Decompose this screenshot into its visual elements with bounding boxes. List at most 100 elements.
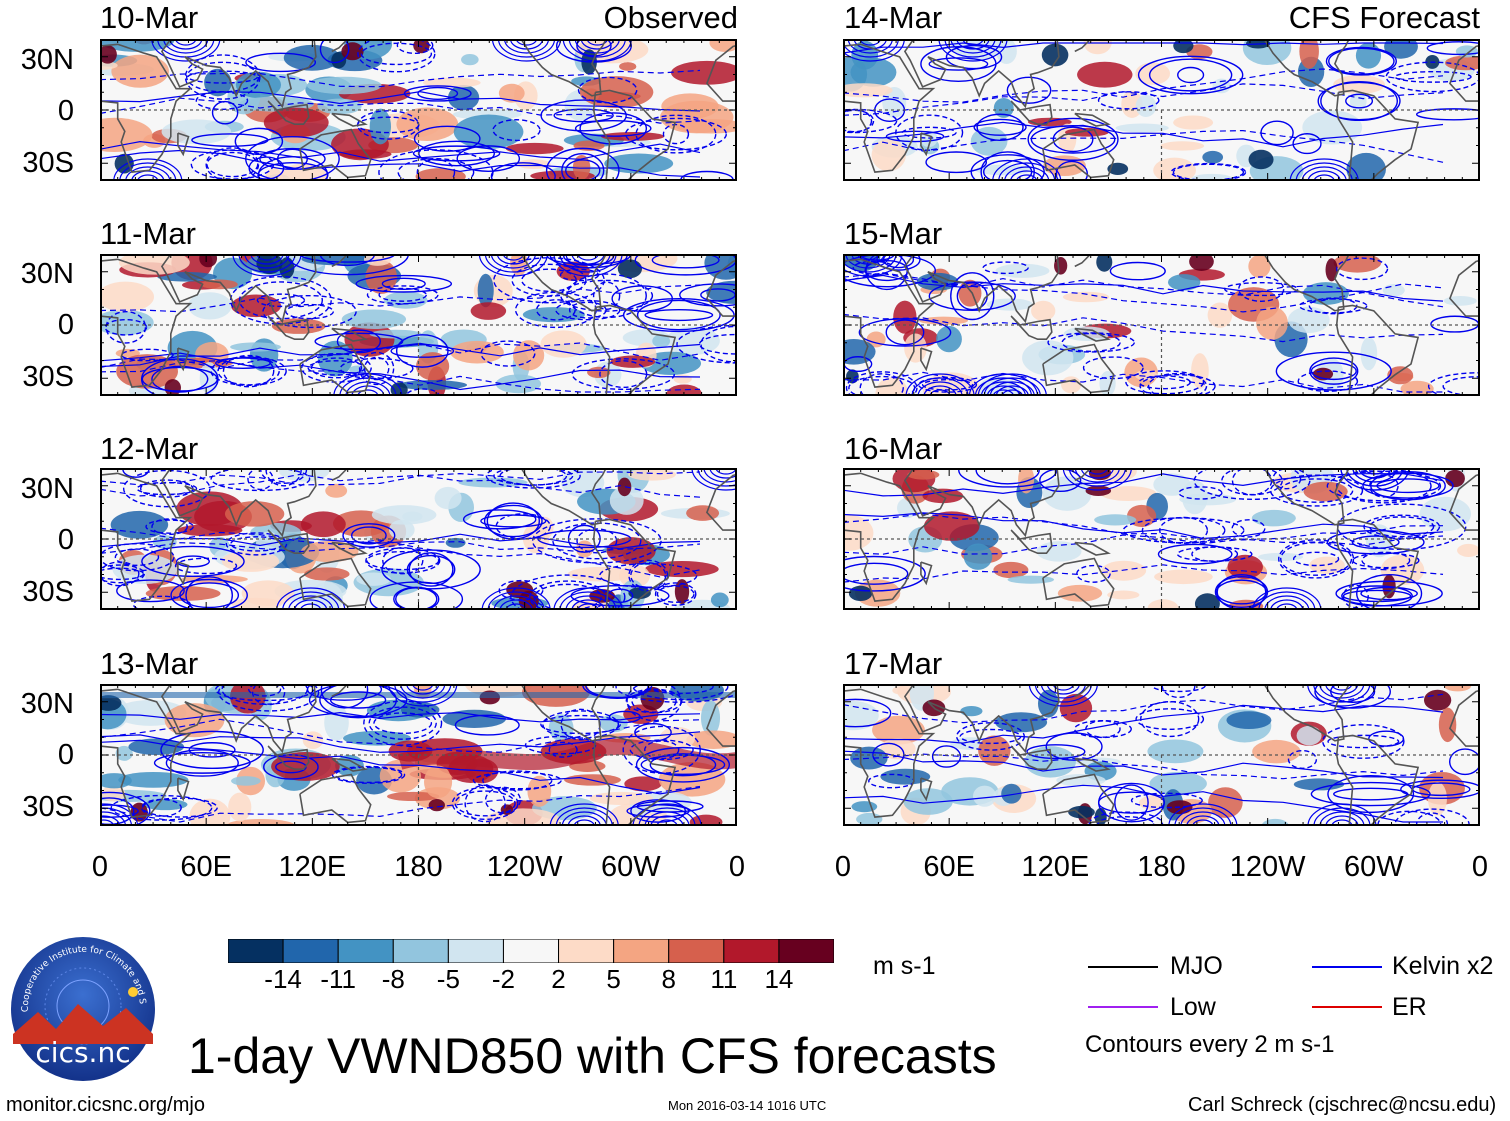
kelvin-contour <box>1097 91 1160 110</box>
kelvin-contour <box>493 595 539 610</box>
anomaly-core <box>1248 149 1274 170</box>
colorbar-swatch <box>613 939 670 963</box>
anomaly-shade <box>619 564 650 588</box>
anomaly-shade <box>498 83 525 103</box>
y-tick-label: 30N <box>20 44 74 76</box>
colorbar-swatch <box>723 939 780 963</box>
anomaly-shade <box>666 384 703 396</box>
kelvin-contour <box>151 39 221 62</box>
anomaly-shade <box>161 119 232 145</box>
anomaly-shade <box>1226 711 1272 730</box>
kelvin-contour <box>165 749 239 777</box>
kelvin-contour <box>576 528 618 554</box>
kelvin-contour <box>980 381 1027 396</box>
anomaly-shade <box>278 468 330 482</box>
kelvin-contour <box>573 819 595 826</box>
x-tick-label: 120E <box>1021 851 1090 883</box>
main-title: 1-day VWND850 with CFS forecasts <box>188 1028 997 1084</box>
kelvin-contour <box>1352 552 1420 569</box>
y-tick-label: 0 <box>57 95 74 127</box>
anomaly-core <box>1423 689 1452 711</box>
coastline <box>592 304 677 396</box>
map-panel-13-mar <box>100 684 737 826</box>
anomaly-shade <box>1384 39 1418 59</box>
coastline <box>592 89 677 181</box>
coastline <box>331 39 349 53</box>
kelvin-contour <box>490 162 556 181</box>
kelvin-contour <box>859 39 881 46</box>
kelvin-contour <box>1258 591 1316 610</box>
anomaly-shade <box>306 76 382 95</box>
anomaly-shade <box>995 263 1050 278</box>
kelvin-contour <box>1400 779 1480 800</box>
kelvin-contour <box>662 123 690 145</box>
kelvin-contour <box>497 39 556 58</box>
kelvin-contour <box>635 114 717 154</box>
kelvin-contour <box>577 603 599 610</box>
panel-date-label: 13-Mar <box>100 646 199 681</box>
kelvin-contour <box>276 587 346 610</box>
anomaly-shade <box>1094 514 1137 526</box>
kelvin-contour <box>843 109 875 133</box>
kelvin-contour <box>638 807 696 826</box>
coastline <box>331 112 368 127</box>
kelvin-contour <box>100 785 701 823</box>
kelvin-contour <box>843 129 1444 163</box>
anomaly-shade <box>325 483 348 498</box>
kelvin-contour <box>567 815 601 826</box>
panel-date-label: 12-Mar <box>100 431 199 466</box>
kelvin-contour <box>615 684 737 703</box>
kelvin-contour <box>100 711 701 723</box>
kelvin-contour <box>1068 468 1126 487</box>
kelvin-contour <box>1073 719 1132 739</box>
anomaly-shade <box>1135 62 1171 85</box>
kelvin-contour <box>1269 474 1364 507</box>
kelvin-contour <box>644 740 680 760</box>
kelvin-contour <box>100 791 151 826</box>
coastline <box>1448 690 1480 747</box>
kelvin-contour <box>1135 708 1205 731</box>
kelvin-contour <box>1317 81 1401 121</box>
kelvin-contour <box>1074 468 1120 483</box>
kelvin-contour <box>363 700 443 746</box>
map-panel-11-mar <box>100 254 737 396</box>
panel-map-svg <box>843 254 1480 396</box>
kelvin-contour <box>230 536 283 552</box>
kelvin-contour <box>843 274 1444 302</box>
kelvin-contour <box>986 385 1021 396</box>
kelvin-contour <box>100 567 145 581</box>
kelvin-contour <box>561 811 607 826</box>
anomaly-shade <box>470 302 507 320</box>
kelvin-contour <box>373 712 433 735</box>
er-legend-label: ER <box>1392 993 1427 1021</box>
anomaly-shade <box>993 561 1029 579</box>
kelvin-contour <box>378 287 427 302</box>
kelvin-contour <box>487 591 545 610</box>
anomaly-shade <box>369 329 422 339</box>
kelvin-contour <box>100 284 701 313</box>
anomaly-shade <box>128 738 185 755</box>
coastline <box>331 468 349 482</box>
anomaly-shade <box>415 168 466 181</box>
kelvin-contour <box>205 147 260 181</box>
anomaly-shade <box>1444 55 1480 71</box>
kelvin-contour <box>478 254 548 277</box>
kelvin-contour <box>1027 117 1119 161</box>
kelvin-contour <box>989 381 1035 396</box>
y-tick-label: 30S <box>22 791 74 823</box>
panel-map-svg <box>100 39 737 181</box>
colorbar-tick-label: 2 <box>551 964 566 994</box>
anomaly-shade <box>1438 707 1457 743</box>
x-tick-label: 0 <box>834 851 852 883</box>
kelvin-contour <box>843 39 899 58</box>
kelvin-contour <box>510 574 626 610</box>
anomaly-core <box>1107 162 1129 175</box>
kelvin-contour <box>1327 775 1415 814</box>
x-tick-label: 60W <box>601 851 661 883</box>
anomaly-shade <box>100 117 153 153</box>
kelvin-contour <box>1276 603 1298 610</box>
kelvin-contour <box>505 603 527 610</box>
coastline <box>1448 474 1480 531</box>
kelvin-contour <box>1080 468 1114 479</box>
coastline <box>331 684 349 698</box>
